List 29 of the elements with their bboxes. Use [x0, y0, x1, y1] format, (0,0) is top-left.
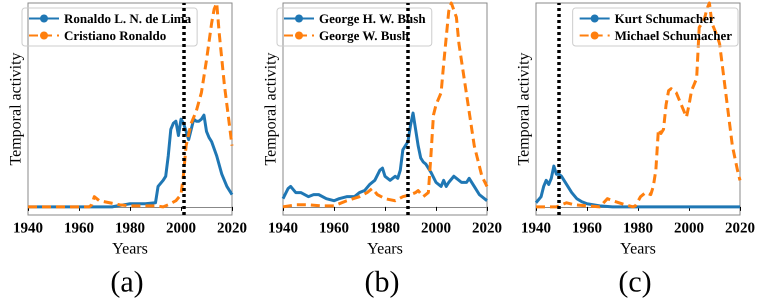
x-tick-label: 1960 [319, 220, 349, 236]
legend-label: George W. Bush [319, 28, 410, 43]
y-axis-title: Temporal activity [516, 52, 532, 166]
text: (c) [618, 266, 652, 298]
x-tick-label: 2000 [674, 220, 704, 236]
x-tick-label: 2020 [472, 220, 502, 236]
x-tick-label: 1980 [115, 220, 145, 236]
x-tick-label: 2020 [725, 220, 755, 236]
x-tick-label: 1980 [370, 220, 400, 236]
text: (a) [110, 266, 144, 298]
x-tick-label: 1960 [572, 220, 602, 236]
x-tick-label: 1940 [268, 220, 298, 236]
x-tick-label: 1980 [623, 220, 653, 236]
text: (b) [364, 266, 400, 298]
y-axis-title: Temporal activity [8, 52, 24, 166]
x-tick-label: 1960 [64, 220, 94, 236]
legend-label: Kurt Schumacher [614, 11, 715, 26]
x-tick-label: 1940 [521, 220, 551, 236]
legend-label: Cristiano Ronaldo [64, 28, 166, 43]
x-axis-title: Years [620, 240, 656, 258]
x-tick-label: 2020 [217, 220, 247, 236]
x-axis-title: Years [367, 240, 403, 258]
x-tick-label: 1940 [13, 220, 43, 236]
x-tick-label: 2000 [421, 220, 451, 236]
y-axis-title: Temporal activity [262, 52, 280, 166]
x-axis-title: Years [112, 240, 148, 258]
x-tick-label: 2000 [166, 220, 196, 236]
legend-label: George H. W. Bush [319, 11, 426, 26]
legend-label: Michael Schumacher [614, 28, 732, 43]
